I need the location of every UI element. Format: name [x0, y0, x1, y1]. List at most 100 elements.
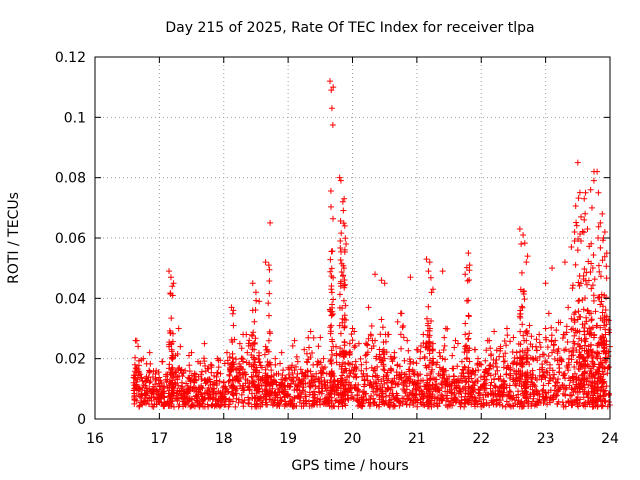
x-tick-label: 20	[344, 431, 362, 447]
data-point	[346, 340, 353, 347]
data-point	[433, 376, 440, 383]
data-point	[225, 403, 232, 410]
data-point	[339, 319, 346, 326]
data-point	[396, 363, 403, 370]
data-point	[320, 355, 327, 362]
data-point	[333, 350, 340, 357]
data-point	[569, 285, 576, 292]
data-point	[434, 359, 441, 366]
data-point	[367, 332, 374, 339]
data-point	[589, 264, 596, 271]
data-point	[357, 355, 364, 362]
data-point	[254, 387, 261, 394]
data-point	[584, 307, 591, 314]
data-point	[523, 259, 530, 266]
data-point	[363, 365, 370, 372]
data-point	[427, 370, 434, 377]
data-point	[369, 337, 376, 344]
data-point	[524, 345, 531, 352]
data-point	[593, 353, 600, 360]
data-point	[285, 371, 292, 378]
data-point	[589, 363, 596, 370]
data-point	[551, 387, 558, 394]
data-point	[200, 396, 207, 403]
data-point	[601, 337, 608, 344]
y-axis-label: ROTI / TECUs	[6, 192, 22, 284]
data-point	[526, 322, 533, 329]
data-point	[131, 361, 138, 368]
data-point	[298, 370, 305, 377]
data-point	[500, 353, 507, 360]
data-point	[555, 345, 562, 352]
data-point	[605, 364, 612, 371]
data-point	[342, 402, 349, 409]
data-point	[440, 371, 447, 378]
data-point	[310, 334, 317, 341]
data-point	[358, 361, 365, 368]
data-point	[600, 334, 607, 341]
data-point	[596, 364, 603, 371]
data-point	[290, 374, 297, 381]
data-point	[328, 373, 335, 380]
data-point	[568, 392, 575, 399]
data-point	[588, 317, 595, 324]
data-point	[500, 378, 507, 385]
data-point	[463, 297, 470, 304]
data-point	[348, 389, 355, 396]
data-point	[277, 360, 284, 367]
data-point	[601, 378, 608, 385]
data-point	[192, 376, 199, 383]
data-point	[413, 360, 420, 367]
data-point	[309, 350, 316, 357]
data-point	[367, 396, 374, 403]
data-point	[314, 395, 321, 402]
data-point	[523, 329, 530, 336]
data-point	[168, 315, 175, 322]
data-point	[409, 387, 416, 394]
data-point	[529, 343, 536, 350]
data-point	[338, 269, 345, 276]
data-point	[328, 282, 335, 289]
data-point	[475, 367, 482, 374]
data-point	[262, 343, 269, 350]
data-point	[562, 403, 569, 410]
data-point	[168, 400, 175, 407]
data-point	[245, 400, 252, 407]
data-point	[143, 385, 150, 392]
data-point	[596, 350, 603, 357]
data-point	[425, 303, 432, 310]
data-point	[217, 370, 224, 377]
data-point	[329, 338, 336, 345]
data-point	[169, 292, 176, 299]
data-point	[205, 403, 212, 410]
data-point	[250, 329, 257, 336]
data-point	[291, 395, 298, 402]
data-point	[575, 308, 582, 315]
data-point	[427, 375, 434, 382]
data-point	[337, 390, 344, 397]
data-point	[540, 382, 547, 389]
data-point	[443, 392, 450, 399]
data-point	[533, 336, 540, 343]
data-point	[441, 334, 448, 341]
data-point	[272, 361, 279, 368]
data-point	[312, 391, 319, 398]
data-point	[133, 397, 140, 404]
data-point	[333, 359, 340, 366]
data-point	[215, 357, 222, 364]
data-point	[348, 331, 355, 338]
data-point	[265, 300, 272, 307]
data-point	[134, 366, 141, 373]
data-point	[521, 337, 528, 344]
data-point	[338, 230, 345, 237]
data-point	[233, 390, 240, 397]
data-point	[551, 356, 558, 363]
data-point	[293, 353, 300, 360]
data-point	[170, 280, 177, 287]
data-point	[476, 361, 483, 368]
data-point	[599, 402, 606, 409]
data-point	[278, 349, 285, 356]
data-point	[307, 382, 314, 389]
data-point	[583, 335, 590, 342]
data-point	[175, 325, 182, 332]
